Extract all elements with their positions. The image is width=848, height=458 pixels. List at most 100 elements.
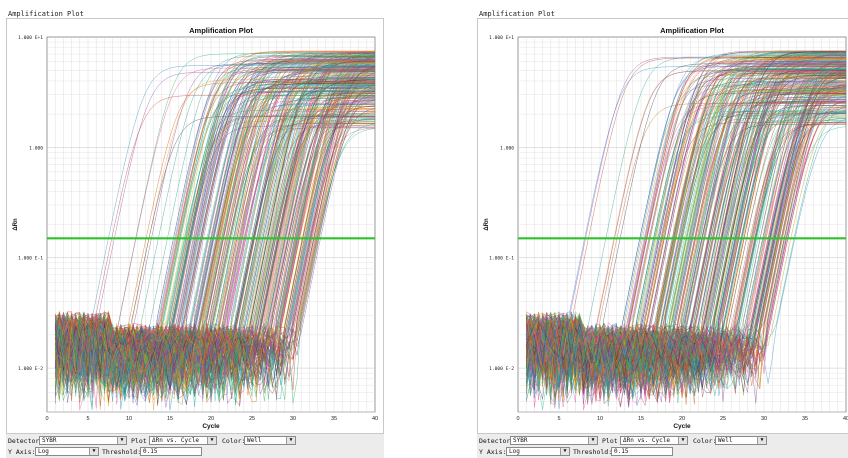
chevron-down-icon[interactable]: ▼ [89,448,98,455]
x-tick-label: 40 [372,416,378,422]
amplification-curve [55,110,375,365]
x-tick-label: 0 [45,416,48,422]
plot-label: Plot [602,437,618,445]
amplification-curve [526,87,846,363]
y-tick-label: 1.000 E-1 [18,256,43,262]
amplification-curve [54,78,375,392]
color-label: Color: [693,437,717,445]
detector-value: SYBR [513,437,528,444]
x-tick-label: 25 [249,416,255,422]
amplification-curve [526,84,846,391]
plot-select[interactable]: ΔRn vs. Cycle ▼ [620,436,688,445]
amplification-curve [525,51,846,359]
chart-title: Amplification Plot [660,26,724,35]
amplification-curve [54,90,375,390]
amplification-curve [54,84,375,354]
plot-select[interactable]: ΔRn vs. Cycle ▼ [149,436,217,445]
yaxis-select[interactable]: Log ▼ [35,447,99,456]
detector-select[interactable]: SYBR ▼ [510,436,598,445]
x-tick-label: 5 [557,416,560,422]
y-tick-label: 1.000 [500,145,514,151]
threshold-input[interactable]: 0.15 [611,447,673,456]
amplification-curve [526,90,846,378]
color-value: Well [718,437,733,444]
yaxis-label: Y Axis: [8,448,36,456]
plot-frame: Amplification Plot 1.000 E+1 1.000 1.000 E-… [477,18,848,438]
amplification-curve [54,57,375,361]
amplification-plot[interactable]: Amplification Plot 1.000 E+1 1.000 1.000 E-… [7,19,383,437]
yaxis-label: Y Axis: [479,448,507,456]
amplification-curve [525,76,846,366]
plot-value: ΔRn vs. Cycle [623,437,670,444]
color-select[interactable]: Well ▼ [715,436,767,445]
plot-controls: Detector: SYBR ▼ Plot ΔRn vs. Cycle ▼ Co… [477,433,848,458]
amplification-curve [54,56,375,374]
amplification-curve [54,91,375,376]
x-tick-label: 10 [597,416,603,422]
color-value: Well [247,437,262,444]
threshold-label: Threshold: [573,448,613,456]
amplification-curve [525,68,846,406]
amplification-curve [54,69,375,354]
plot-frame: Amplification Plot 1.000 E+1 1.000 1.000 E-… [6,18,384,438]
amplification-curve [526,59,846,360]
plot-value: ΔRn vs. Cycle [152,437,199,444]
amplification-curve [54,69,375,379]
chevron-down-icon[interactable]: ▼ [207,437,216,444]
x-tick-label: 25 [720,416,726,422]
amplification-curve [54,79,375,372]
amplification-curve [525,81,846,389]
amplification-curve [525,58,846,374]
amplification-plot[interactable]: Amplification Plot 1.000 E+1 1.000 1.000 E-… [478,19,848,437]
chevron-down-icon[interactable]: ▼ [757,437,766,444]
chevron-down-icon[interactable]: ▼ [678,437,687,444]
amplification-curve [54,80,375,357]
x-tick-label: 20 [679,416,685,422]
yaxis-select[interactable]: Log ▼ [506,447,570,456]
amplification-curve [526,61,846,372]
amplification-curve [54,114,375,388]
amplification-curve [55,71,375,354]
chevron-down-icon[interactable]: ▼ [286,437,295,444]
y-tick-label: 1.000 E-2 [489,366,514,372]
amplification-curve [55,89,375,380]
x-tick-label: 35 [331,416,337,422]
color-select[interactable]: Well ▼ [244,436,296,445]
amplification-curve [525,55,846,388]
detector-label: Detector: [8,437,44,445]
amplification-curve [55,81,375,357]
y-axis-label: ΔRn [13,218,19,231]
x-tick-label: 20 [208,416,214,422]
x-tick-label: 30 [290,416,296,422]
amplification-curve [55,59,375,394]
threshold-input[interactable]: 0.15 [140,447,202,456]
amplification-panel-left: Amplification Plot Amplification Plot 1.0… [6,10,384,458]
x-tick-label: 15 [167,416,173,422]
color-label: Color: [222,437,246,445]
amplification-curve [55,106,375,359]
plot-label: Plot [131,437,147,445]
y-tick-label: 1.000 E-2 [18,366,43,372]
amplification-curve [54,117,375,385]
y-tick-label: 1.000 E+1 [489,35,514,41]
amplification-curve [526,74,846,382]
amplification-curve [525,89,846,361]
amplification-curve [54,78,375,370]
amplification-curve [55,82,375,382]
chart-title: Amplification Plot [189,26,253,35]
window-title: Amplification Plot [8,10,84,18]
detector-select[interactable]: SYBR ▼ [39,436,127,445]
amplification-curve [54,54,375,369]
x-tick-label: 0 [516,416,519,422]
amplification-curve [526,96,846,356]
x-tick-label: 40 [843,416,848,422]
x-axis-label: Cycle [673,423,691,430]
detector-label: Detector: [479,437,515,445]
chevron-down-icon[interactable]: ▼ [560,448,569,455]
chevron-down-icon[interactable]: ▼ [588,437,597,444]
amplification-curve [54,84,375,397]
amplification-curve [54,69,375,401]
amplification-curve [54,64,375,394]
amplification-curve [525,105,846,402]
chevron-down-icon[interactable]: ▼ [117,437,126,444]
